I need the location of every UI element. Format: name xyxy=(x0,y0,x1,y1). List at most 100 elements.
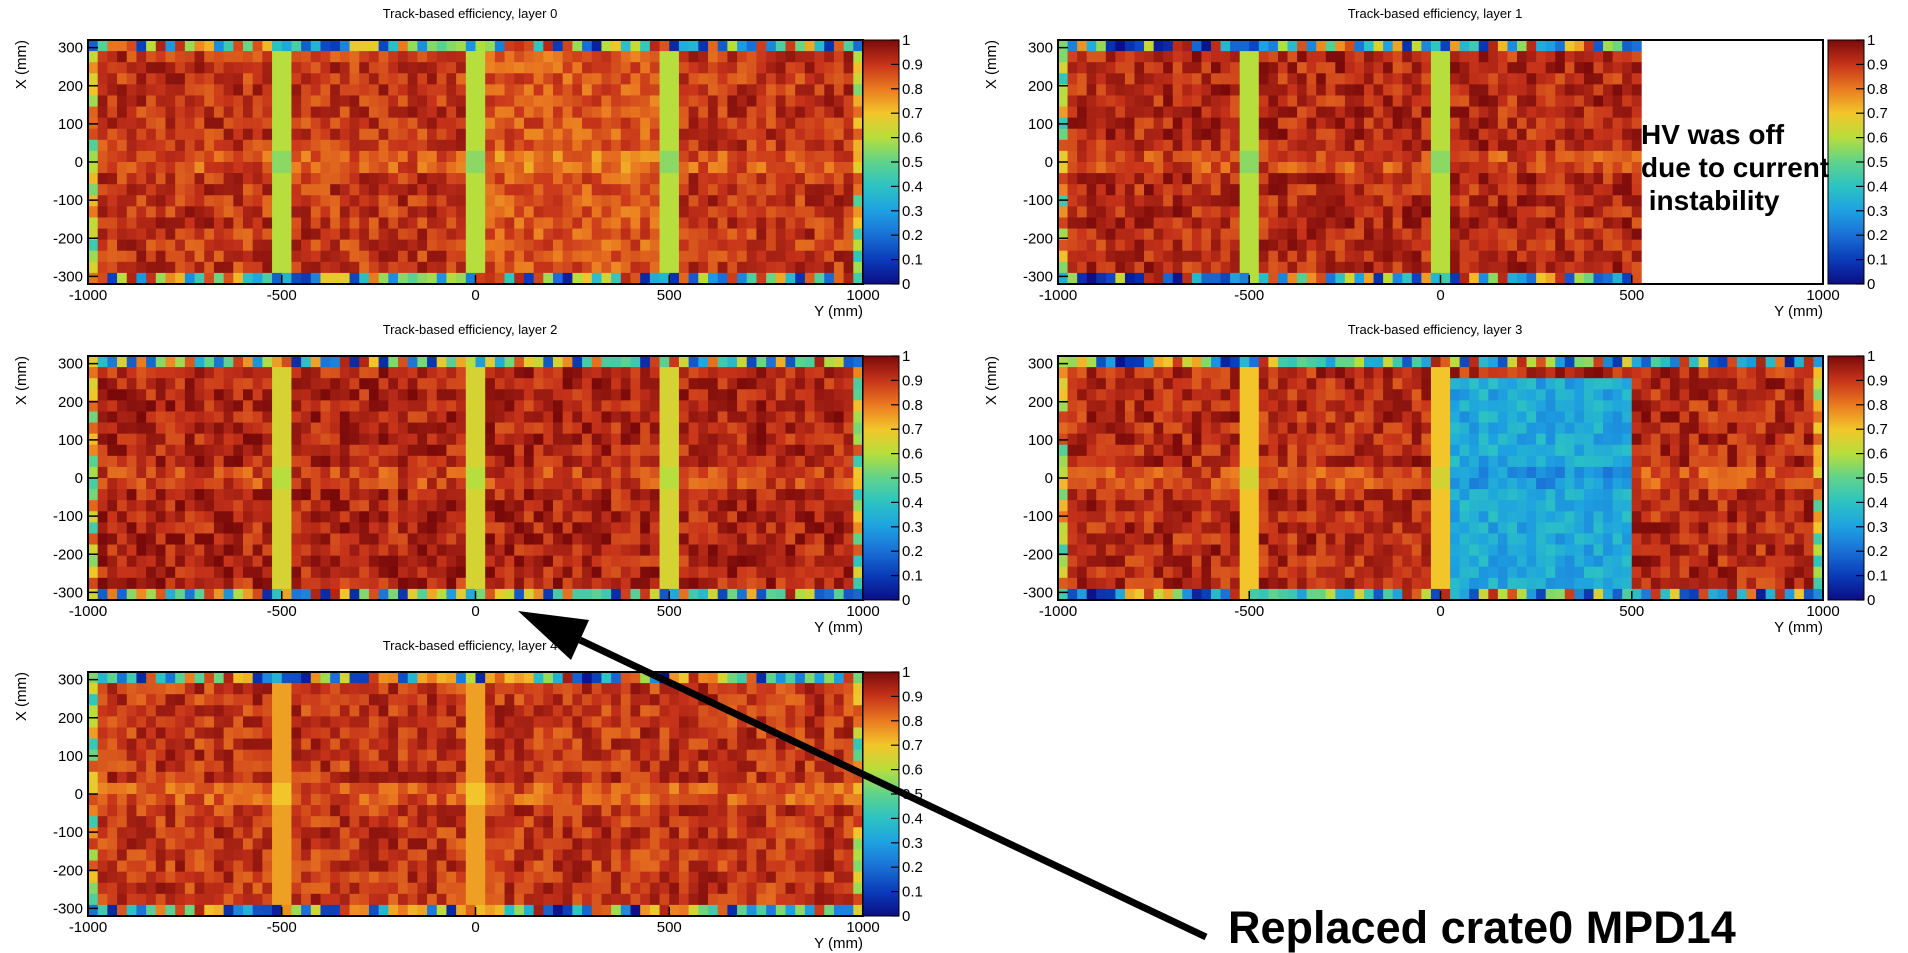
heat-cell xyxy=(107,106,118,119)
heat-cell xyxy=(446,117,457,130)
heat-cell xyxy=(649,217,660,229)
heat-cell xyxy=(1077,128,1088,141)
heat-cell xyxy=(504,522,515,534)
heat-cell xyxy=(175,239,186,252)
heat-cell xyxy=(717,261,728,274)
heat-cell xyxy=(117,422,128,435)
heat-cell xyxy=(543,466,554,479)
heat-cell xyxy=(853,184,864,196)
heat-cell xyxy=(398,239,409,252)
heat-cell xyxy=(388,106,399,119)
heat-cell xyxy=(1249,95,1260,107)
heat-cell xyxy=(824,577,835,590)
heat-cell xyxy=(611,173,622,185)
heat-cell xyxy=(698,555,709,568)
heat-cell xyxy=(504,239,515,252)
heat-cell xyxy=(785,51,796,63)
heat-cell xyxy=(1277,73,1288,85)
heat-cell xyxy=(1105,173,1116,185)
heat-cell xyxy=(1555,128,1566,141)
heat-cell xyxy=(436,117,447,130)
heat-cell xyxy=(1392,139,1403,152)
heat-cell xyxy=(843,106,854,119)
heat-cell xyxy=(378,173,389,185)
heat-cell xyxy=(1593,162,1604,174)
heatmap-cells xyxy=(88,40,864,285)
heat-cell xyxy=(640,128,651,141)
heat-cell xyxy=(262,95,273,107)
heat-cell xyxy=(562,533,573,545)
colorbar-tick-label: 0 xyxy=(1867,276,1875,293)
heat-cell xyxy=(262,40,273,52)
heat-cell xyxy=(591,95,602,107)
heat-cell xyxy=(601,228,612,241)
heat-cell xyxy=(1211,206,1221,218)
heat-cell xyxy=(814,500,825,512)
heat-cell xyxy=(456,51,467,63)
heat-cell xyxy=(97,228,108,241)
heat-cell xyxy=(1526,173,1537,185)
heat-cell xyxy=(1086,250,1097,263)
heat-cell xyxy=(165,162,176,174)
heat-cell xyxy=(1201,217,1212,229)
heat-cell xyxy=(708,73,719,85)
heat-cell xyxy=(233,239,244,252)
heat-cell xyxy=(485,228,496,241)
heat-cell xyxy=(417,533,428,545)
heat-cell xyxy=(88,500,99,512)
heat-cell xyxy=(330,51,341,63)
heat-cell xyxy=(97,62,108,74)
heat-cell xyxy=(1277,117,1288,130)
heat-cell xyxy=(1536,117,1547,130)
heat-cell xyxy=(252,195,263,207)
heat-cell xyxy=(320,40,331,52)
heat-cell xyxy=(117,173,128,185)
heat-cell xyxy=(359,522,370,534)
heat-cell xyxy=(378,400,389,412)
heat-cell xyxy=(475,422,486,435)
heat-cell xyxy=(446,106,457,119)
heat-cell xyxy=(1430,228,1441,241)
heat-cell xyxy=(223,173,234,185)
heat-cell xyxy=(320,106,331,119)
heat-cell xyxy=(737,40,748,52)
heat-cell xyxy=(368,117,380,130)
x-axis-label: Y (mm) xyxy=(1774,303,1823,320)
heat-cell xyxy=(465,544,476,557)
heat-cell xyxy=(553,51,564,63)
heat-cell xyxy=(1316,162,1327,174)
heat-cell xyxy=(339,400,350,412)
heat-cell xyxy=(310,40,321,52)
heat-cell xyxy=(223,195,234,207)
heat-cell xyxy=(310,367,321,379)
heat-cell xyxy=(485,544,496,557)
heat-cell xyxy=(746,378,757,390)
heat-cell xyxy=(582,272,593,285)
heat-cell xyxy=(1603,139,1614,152)
heat-cell xyxy=(1172,162,1183,174)
heat-cell xyxy=(262,250,273,263)
heat-cell xyxy=(262,522,273,534)
heat-cell xyxy=(640,544,651,557)
heat-cell xyxy=(1545,250,1556,263)
heat-cell xyxy=(436,73,447,85)
heat-cell xyxy=(388,566,399,579)
heat-cell xyxy=(475,106,486,119)
heat-cell xyxy=(678,555,690,568)
heat-cell xyxy=(1134,162,1145,174)
heat-cell xyxy=(582,422,593,435)
heat-cell xyxy=(359,84,370,96)
heat-cell xyxy=(1545,272,1556,285)
heat-cell xyxy=(620,173,631,185)
heat-cell xyxy=(1115,272,1126,285)
heat-cell xyxy=(843,150,854,163)
heat-cell xyxy=(649,239,660,252)
heat-cell xyxy=(465,378,476,390)
heat-cell xyxy=(814,261,825,274)
heat-cell xyxy=(649,378,660,390)
heat-cell xyxy=(446,128,457,141)
heat-cell xyxy=(1354,139,1365,152)
heat-cell xyxy=(1163,139,1174,152)
heat-cell xyxy=(301,195,312,207)
heat-cell xyxy=(1593,139,1604,152)
